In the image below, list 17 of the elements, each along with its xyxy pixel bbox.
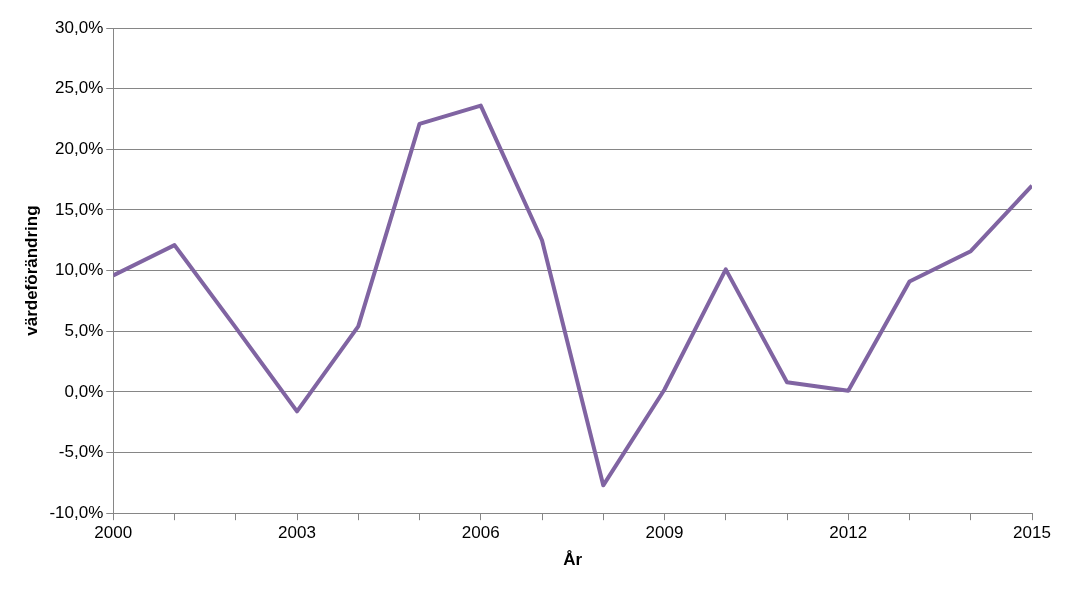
y-tick-label: -5,0% (58, 442, 104, 462)
y-tick-label: 10,0% (55, 260, 104, 280)
x-tick-label: 2003 (278, 523, 316, 543)
x-axis-title: År (563, 550, 583, 570)
x-tick-label: 2000 (94, 523, 133, 543)
y-tick-label: -10,0% (49, 502, 104, 522)
y-tick-label: 0,0% (64, 381, 104, 401)
y-tick-label: 15,0% (55, 199, 104, 219)
x-tick-label: 2006 (461, 523, 500, 543)
x-tick-label: 2012 (829, 523, 868, 543)
y-tick-label: 20,0% (55, 138, 104, 158)
y-tick-label: 25,0% (55, 78, 104, 98)
y-tick-label: 5,0% (64, 320, 104, 340)
x-tick-label: 2009 (645, 523, 684, 543)
y-tick-label: 30,0% (55, 17, 104, 37)
x-tick-label: 2015 (1013, 523, 1051, 543)
y-axis-title: värdeförändring (21, 205, 41, 336)
